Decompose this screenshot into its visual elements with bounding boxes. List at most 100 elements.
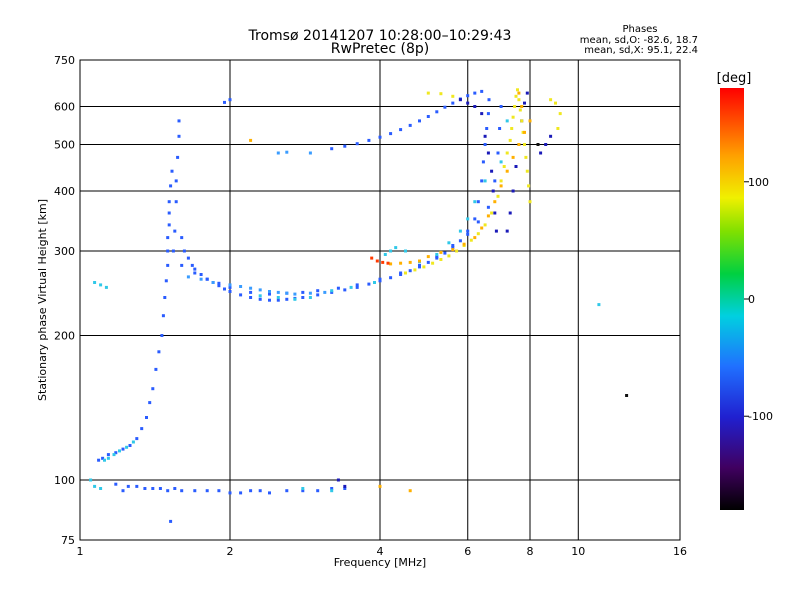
data-point <box>469 238 473 242</box>
data-point <box>121 447 125 451</box>
data-point <box>426 91 430 95</box>
data-point <box>494 229 498 233</box>
data-point <box>499 105 503 108</box>
data-point <box>106 456 110 460</box>
data-point <box>293 297 297 301</box>
data-point <box>239 491 243 495</box>
data-point <box>426 255 430 259</box>
data-point <box>399 261 403 265</box>
data-point <box>517 91 521 95</box>
data-point <box>343 144 347 148</box>
data-point <box>135 484 139 488</box>
data-point <box>174 200 178 204</box>
y-tick-label: 500 <box>54 139 75 152</box>
data-point <box>473 200 477 204</box>
data-point <box>510 127 514 130</box>
data-point <box>486 151 490 155</box>
data-point <box>330 289 334 293</box>
data-point <box>145 416 148 419</box>
data-point <box>285 150 289 154</box>
data-point <box>491 189 495 193</box>
data-point <box>399 271 403 275</box>
data-point <box>166 263 170 267</box>
data-point <box>166 489 170 493</box>
data-point <box>239 293 243 297</box>
data-point <box>199 273 203 276</box>
data-point <box>549 134 553 138</box>
data-point <box>157 350 161 354</box>
data-point <box>426 115 430 118</box>
data-point <box>518 108 522 112</box>
data-point <box>135 437 139 441</box>
data-point <box>316 289 320 293</box>
data-point <box>126 484 130 488</box>
data-point <box>513 105 517 108</box>
x-tick-label: 16 <box>673 545 687 558</box>
data-point <box>217 281 221 285</box>
data-point <box>476 232 480 236</box>
data-point <box>151 487 155 490</box>
data-point <box>276 296 280 299</box>
data-point <box>330 147 334 151</box>
data-point <box>268 491 271 495</box>
data-point <box>483 143 487 146</box>
data-point <box>413 268 417 272</box>
x-tick-label: 10 <box>571 545 585 558</box>
data-point <box>527 184 531 188</box>
data-point <box>418 263 421 267</box>
data-point <box>466 101 470 105</box>
data-point <box>523 143 526 146</box>
data-point <box>389 249 393 253</box>
data-point <box>217 284 221 288</box>
data-point <box>451 94 455 98</box>
colorbar-label: [deg] <box>717 71 752 86</box>
data-point <box>308 151 312 155</box>
data-point <box>367 282 371 286</box>
data-point <box>93 484 97 488</box>
data-point <box>431 261 435 265</box>
data-point <box>394 246 398 250</box>
y-tick-label: 750 <box>54 54 75 67</box>
data-point <box>544 143 548 146</box>
data-point <box>211 281 215 284</box>
data-point <box>367 138 371 142</box>
data-point <box>524 155 528 159</box>
data-point <box>114 451 118 455</box>
data-point <box>301 487 305 490</box>
data-point <box>528 200 532 204</box>
data-point <box>487 98 491 102</box>
data-point <box>186 275 190 279</box>
data-point <box>490 169 494 173</box>
data-point <box>399 128 403 132</box>
data-point <box>101 456 105 460</box>
data-point <box>625 394 629 397</box>
data-point <box>276 298 280 302</box>
data-point <box>355 142 359 146</box>
data-point <box>349 285 353 289</box>
data-point <box>249 290 253 294</box>
data-point <box>171 249 175 253</box>
data-point <box>330 290 334 294</box>
data-point <box>517 98 521 102</box>
data-point <box>505 151 509 155</box>
data-point <box>505 169 509 173</box>
data-point <box>158 487 162 490</box>
data-point <box>378 135 382 139</box>
data-point <box>383 253 387 256</box>
data-point <box>597 303 601 307</box>
data-point <box>186 256 190 260</box>
data-point <box>451 248 455 252</box>
data-point <box>323 290 327 294</box>
x-axis-label: Frequency [MHz] <box>334 556 426 569</box>
data-point <box>480 112 484 116</box>
x-tick-label: 8 <box>527 545 534 558</box>
data-point <box>125 445 129 449</box>
data-point <box>439 92 443 96</box>
data-point <box>508 211 512 215</box>
data-point <box>239 285 243 288</box>
data-point <box>112 453 116 457</box>
data-point <box>177 119 181 123</box>
data-point <box>190 263 194 267</box>
data-point <box>476 220 480 224</box>
data-point <box>99 283 103 287</box>
